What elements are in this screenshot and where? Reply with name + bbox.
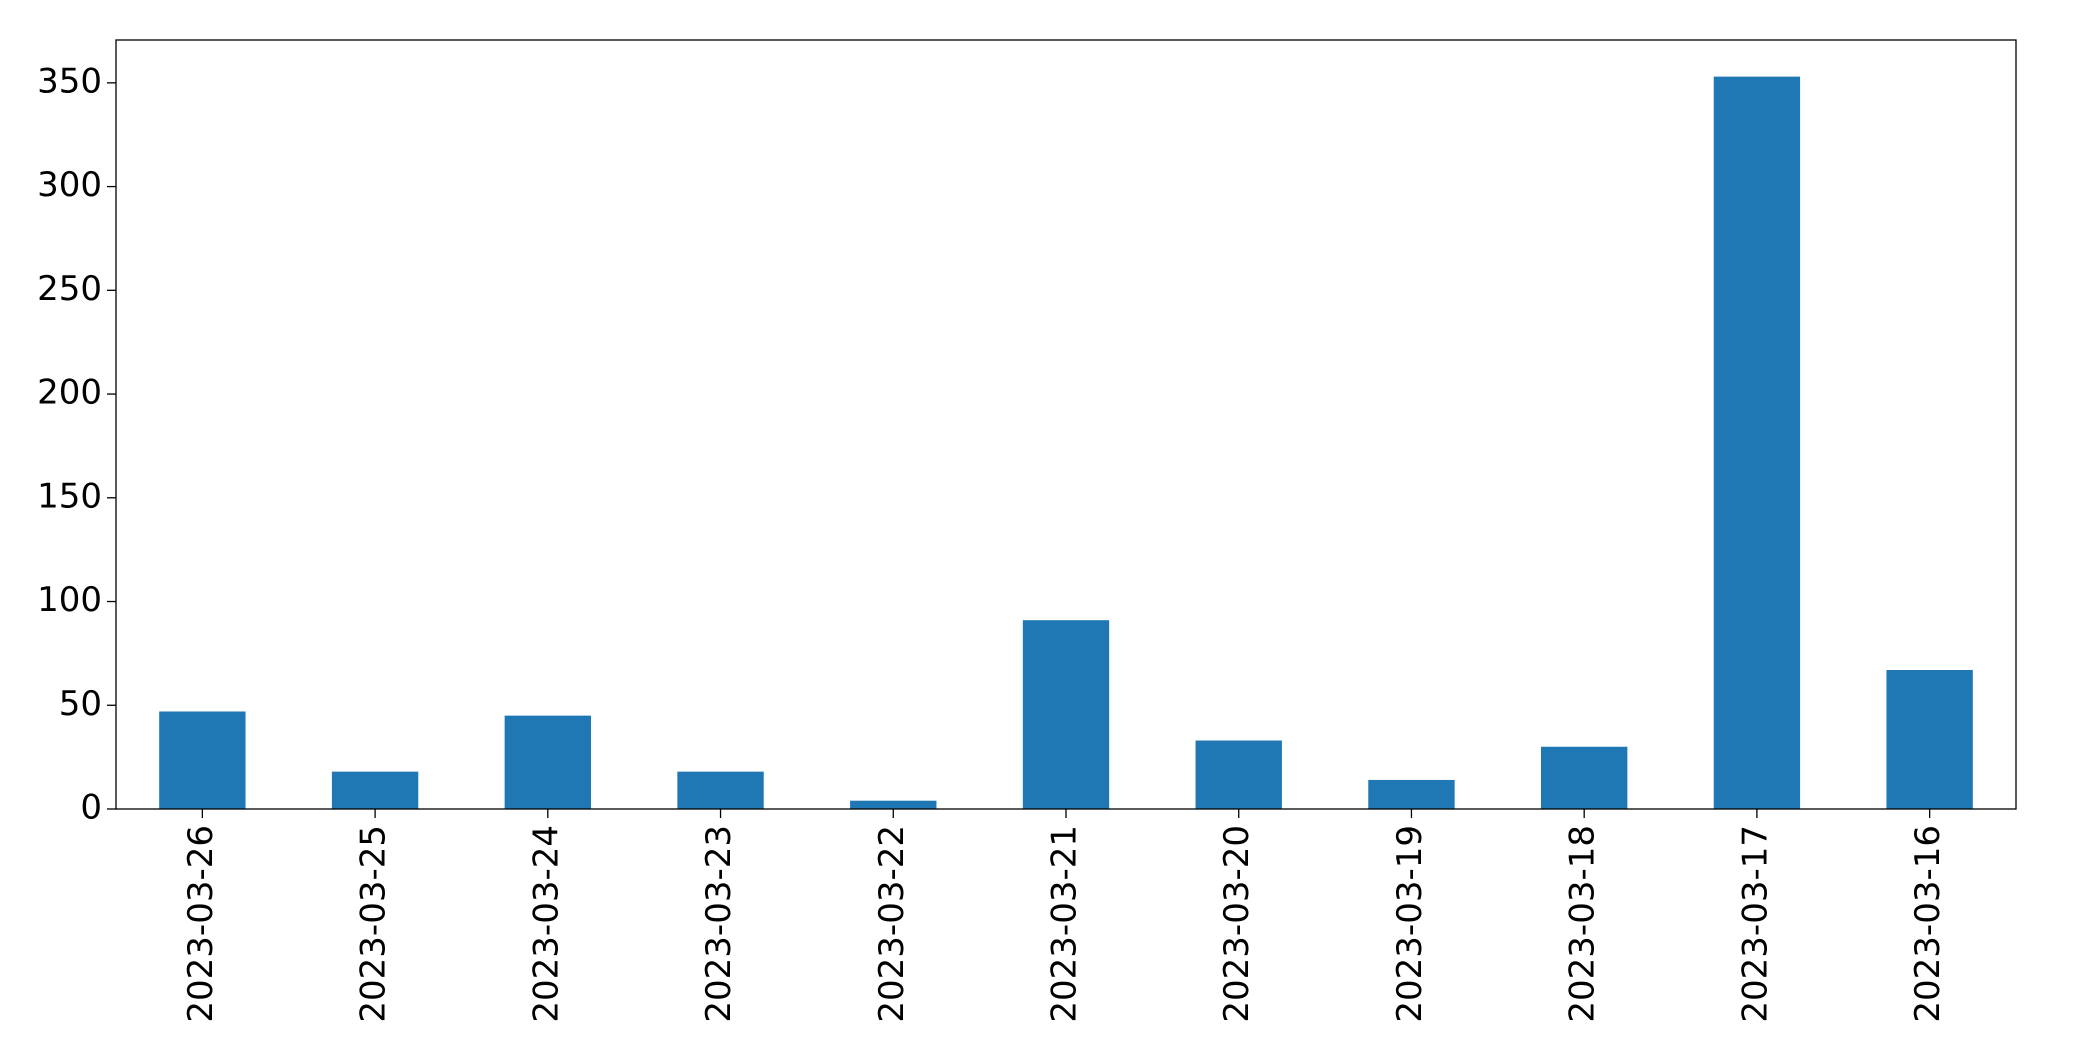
- y-tick-label: 300: [37, 165, 102, 205]
- x-tick-label: 2023-03-17: [1735, 825, 1775, 1023]
- bar: [1886, 669, 1973, 809]
- y-tick-label: 150: [37, 476, 102, 516]
- x-tick-label: 2023-03-16: [1908, 825, 1948, 1023]
- bar: [1022, 620, 1110, 809]
- x-tick-label: 2023-03-18: [1563, 825, 1603, 1023]
- x-tick-label: 2023-03-20: [1217, 825, 1257, 1023]
- y-tick-label: 100: [37, 580, 102, 620]
- y-tick-label: 250: [37, 269, 102, 309]
- x-tick-label: 2023-03-21: [1045, 825, 1085, 1023]
- bar: [1368, 779, 1455, 809]
- x-tick-label: 2023-03-24: [526, 825, 566, 1023]
- y-tick-label: 200: [37, 373, 102, 413]
- bar: [1541, 746, 1628, 809]
- bar: [159, 711, 246, 809]
- x-tick-label: 2023-03-23: [699, 825, 739, 1023]
- bar: [850, 800, 937, 809]
- bar: [504, 715, 591, 809]
- x-tick-label: 2023-03-22: [872, 825, 912, 1023]
- plot-frame: [115, 39, 2017, 810]
- x-tick-label: 2023-03-19: [1390, 825, 1430, 1023]
- x-tick-label: 2023-03-25: [354, 825, 394, 1023]
- y-tick-label: 50: [59, 684, 102, 724]
- bar: [1713, 76, 1801, 810]
- bar: [677, 771, 764, 809]
- bar: [331, 771, 419, 809]
- y-tick-label: 350: [37, 61, 102, 101]
- bar: [1195, 740, 1282, 809]
- y-tick-label: 0: [80, 788, 102, 828]
- x-tick-label: 2023-03-26: [181, 825, 221, 1023]
